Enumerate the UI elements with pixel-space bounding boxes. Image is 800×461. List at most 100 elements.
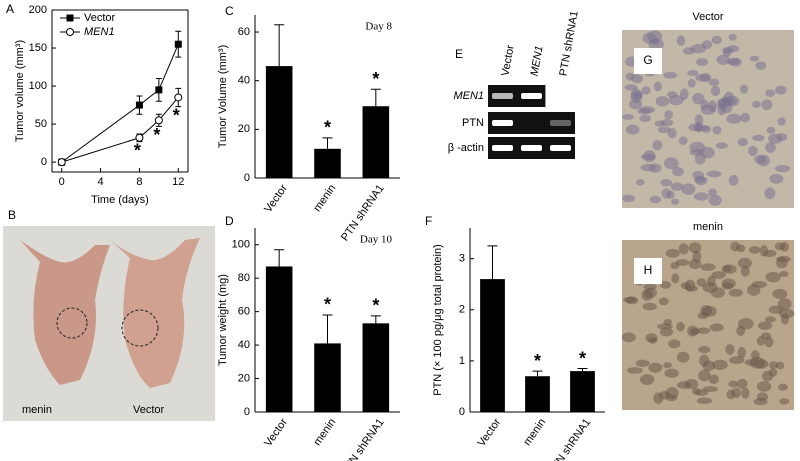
y-tick-label: 0 bbox=[244, 406, 250, 418]
nucleus bbox=[728, 380, 739, 388]
panel-label: C bbox=[225, 4, 234, 18]
nucleus bbox=[741, 387, 750, 399]
nucleus bbox=[740, 265, 750, 277]
nucleus bbox=[693, 192, 709, 201]
nucleus bbox=[772, 288, 788, 299]
nucleus bbox=[739, 84, 749, 94]
significance: * bbox=[173, 105, 180, 125]
x-tick-label: 0 bbox=[59, 176, 65, 188]
nucleus bbox=[726, 113, 742, 124]
panel-label: B bbox=[8, 208, 16, 222]
significance: * bbox=[579, 348, 586, 368]
nucleus bbox=[687, 78, 696, 88]
nucleus bbox=[694, 176, 706, 183]
nucleus bbox=[696, 58, 708, 66]
nucleus bbox=[709, 323, 724, 332]
label-box bbox=[634, 48, 662, 74]
gel-band bbox=[492, 120, 513, 126]
nucleus bbox=[624, 84, 638, 91]
y-tick-label: 0 bbox=[459, 406, 465, 418]
nucleus bbox=[670, 261, 680, 270]
y-tick-label: 60 bbox=[238, 306, 250, 318]
marker bbox=[57, 158, 66, 167]
nucleus bbox=[780, 241, 790, 252]
nucleus bbox=[777, 117, 786, 126]
x-tick-label: PTN shRNA1 bbox=[339, 417, 387, 461]
nucleus bbox=[723, 264, 732, 273]
error-bar bbox=[532, 370, 543, 377]
nucleus bbox=[708, 194, 722, 206]
y-tick-label: 60 bbox=[238, 26, 250, 38]
nucleus bbox=[737, 257, 752, 269]
nucleus bbox=[677, 381, 691, 389]
bar bbox=[314, 343, 341, 412]
nucleus bbox=[687, 325, 699, 337]
nucleus bbox=[764, 336, 774, 348]
nucleus bbox=[726, 389, 736, 400]
panel-label: E bbox=[455, 47, 463, 61]
nucleus bbox=[671, 198, 680, 205]
nucleus bbox=[665, 394, 678, 402]
nucleus bbox=[682, 47, 695, 55]
nucleus bbox=[700, 263, 716, 271]
significance: * bbox=[324, 295, 331, 315]
panel-label: F bbox=[425, 214, 432, 228]
bar bbox=[265, 66, 293, 178]
nucleus bbox=[643, 283, 657, 291]
nucleus bbox=[676, 35, 686, 46]
nucleus bbox=[756, 392, 769, 402]
x-tick-label: Vector bbox=[262, 416, 290, 449]
y-tick-label: 200 bbox=[29, 4, 47, 16]
nucleus bbox=[748, 145, 758, 157]
nucleus bbox=[652, 139, 663, 151]
nucleus bbox=[712, 359, 728, 370]
y-tick-label: 100 bbox=[29, 80, 47, 92]
y-tick-label: 40 bbox=[238, 339, 250, 351]
error-bar bbox=[322, 137, 333, 149]
label-box bbox=[634, 258, 662, 284]
nucleus bbox=[711, 271, 726, 279]
bar bbox=[570, 371, 595, 412]
nucleus bbox=[678, 243, 689, 255]
legend-marker bbox=[66, 14, 74, 22]
row-label: PTN bbox=[462, 117, 484, 129]
nucleus bbox=[768, 368, 778, 377]
nucleus bbox=[641, 86, 651, 95]
nucleus bbox=[730, 241, 740, 252]
nucleus bbox=[622, 113, 634, 120]
nucleus bbox=[663, 71, 678, 79]
lane-label: MEN1 bbox=[528, 45, 545, 77]
nucleus bbox=[706, 170, 722, 178]
nucleus bbox=[649, 195, 662, 204]
gel-band bbox=[492, 93, 513, 99]
nucleus bbox=[740, 112, 751, 123]
nucleus bbox=[777, 383, 788, 391]
nucleus bbox=[698, 346, 711, 354]
error-bar bbox=[370, 88, 381, 107]
nucleus bbox=[722, 48, 732, 57]
nucleus bbox=[728, 174, 739, 186]
nucleus bbox=[765, 89, 776, 97]
lane-label: PTN shRNA1 bbox=[557, 10, 580, 77]
y-tick-label: 0 bbox=[41, 156, 47, 168]
nucleus bbox=[738, 318, 754, 330]
y-tick-label: 40 bbox=[238, 75, 250, 87]
gel-band bbox=[492, 145, 513, 151]
nucleus bbox=[755, 61, 767, 70]
photo-label: Vector bbox=[133, 404, 165, 416]
nucleus bbox=[737, 138, 748, 147]
panel-title: Vector bbox=[692, 11, 724, 23]
error-bar bbox=[577, 368, 588, 372]
gel-band bbox=[550, 120, 571, 126]
marker bbox=[154, 116, 163, 125]
significance: * bbox=[372, 296, 379, 316]
nucleus bbox=[761, 99, 773, 111]
nucleus bbox=[728, 33, 737, 41]
nucleus bbox=[660, 118, 674, 127]
x-tick-label: menin bbox=[521, 417, 548, 448]
nucleus bbox=[660, 281, 672, 289]
nucleus bbox=[765, 142, 776, 153]
nucleus bbox=[752, 134, 765, 142]
